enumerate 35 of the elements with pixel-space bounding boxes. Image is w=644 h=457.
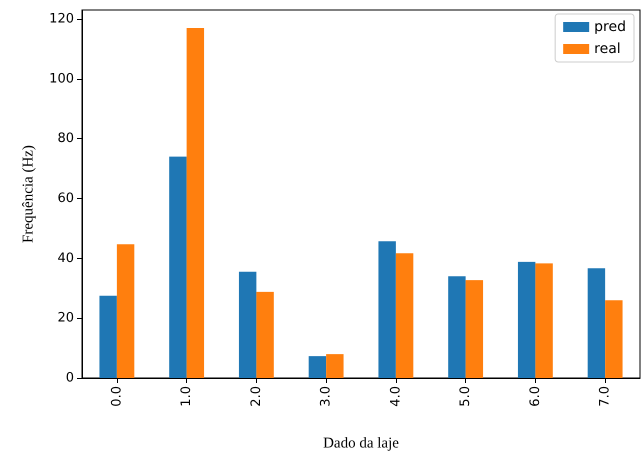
x-tick-label: 7.0 [598, 386, 613, 407]
x-axis-title: Dado da laje [323, 436, 400, 452]
bar [396, 253, 414, 378]
bar [605, 300, 623, 378]
x-tick-label: 3.0 [318, 386, 334, 407]
y-tick-label: 80 [57, 131, 74, 146]
x-tick-label: 2.0 [248, 386, 264, 407]
legend-label: real [594, 41, 621, 57]
y-tick-label: 0 [66, 370, 74, 386]
x-tick-label: 0.0 [109, 386, 124, 407]
legend-label: pred [594, 19, 626, 35]
bar [518, 262, 536, 378]
y-tick-label: 120 [49, 11, 74, 26]
bar [238, 272, 256, 378]
bar [448, 276, 466, 378]
y-tick-label: 100 [49, 71, 74, 86]
y-axis-title: Frequência (Hz) [20, 145, 36, 243]
bar [256, 292, 274, 378]
bar [378, 241, 396, 378]
bar [326, 354, 344, 378]
bar [588, 268, 606, 378]
y-tick-label: 60 [57, 190, 74, 206]
bar [186, 28, 204, 378]
x-tick-label: 1.0 [179, 386, 194, 407]
bar [308, 356, 326, 378]
y-tick-label: 40 [57, 250, 74, 266]
bar [116, 244, 134, 378]
y-tick-label: 20 [57, 310, 74, 326]
bar [535, 263, 553, 378]
x-tick-label: 5.0 [458, 386, 474, 407]
bar [169, 156, 187, 378]
x-tick-label: 4.0 [388, 386, 404, 407]
bar [99, 296, 117, 378]
x-tick-label: 6.0 [528, 386, 543, 407]
bar [466, 280, 484, 378]
